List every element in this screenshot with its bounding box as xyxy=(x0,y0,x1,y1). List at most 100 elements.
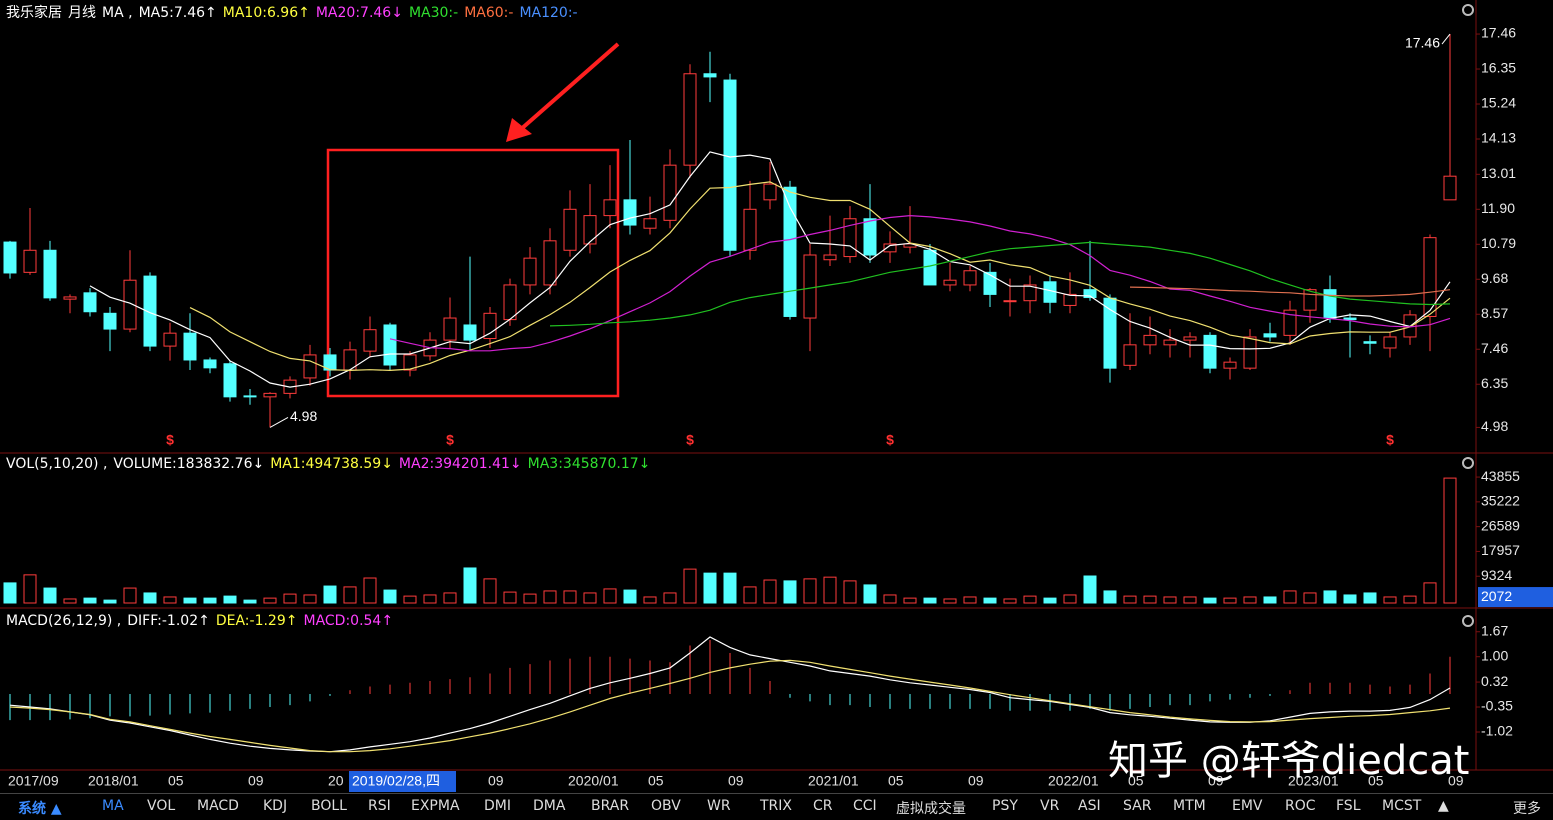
y-tick-label: 10.79 xyxy=(1481,235,1516,251)
candle-body xyxy=(523,257,537,286)
volume-bar xyxy=(983,597,997,604)
candle-body xyxy=(1283,309,1297,336)
toolbar-tab[interactable]: BOLL xyxy=(311,798,347,814)
toolbar-tab[interactable]: ASI xyxy=(1078,798,1101,814)
toolbar-tab[interactable]: VR xyxy=(1040,798,1060,814)
toolbar-tab[interactable]: CR xyxy=(813,798,833,814)
header-item: MA1:494738.59↓ xyxy=(270,456,393,472)
settings-icons[interactable] xyxy=(1462,4,1474,627)
toolbar-tab[interactable]: PSY xyxy=(992,798,1018,814)
y-tick-label: 8.57 xyxy=(1481,305,1508,321)
x-tick-label: 05 xyxy=(648,773,664,789)
toolbar-tab[interactable]: MTM xyxy=(1173,798,1206,814)
candle-body xyxy=(803,254,817,319)
toolbar-tab[interactable]: 系统 ▲ xyxy=(18,801,62,817)
volume-bar xyxy=(1043,597,1057,604)
toolbar-tab[interactable]: EMV xyxy=(1232,798,1263,814)
candle-body xyxy=(663,164,677,221)
toolbar-tab[interactable]: 更多 xyxy=(1513,801,1541,817)
toolbar-tab[interactable]: MACD xyxy=(197,798,239,814)
volume-bar xyxy=(483,578,497,604)
toolbar-tab[interactable]: BRAR xyxy=(591,798,630,814)
x-tick-label: 2020/01 xyxy=(568,773,619,789)
y-tick-label: 35222 xyxy=(1481,493,1520,509)
volume-bar xyxy=(83,597,97,604)
x-tick-label: 20 xyxy=(328,773,344,789)
gear-icon[interactable] xyxy=(1462,457,1474,469)
candle-body xyxy=(163,332,177,347)
toolbar-tab[interactable]: EXPMA xyxy=(411,798,460,814)
toolbar-tab[interactable]: DMA xyxy=(533,798,566,814)
toolbar-tab[interactable]: VOL xyxy=(147,798,176,814)
toolbar-tab[interactable]: WR xyxy=(707,798,731,814)
volume-bar xyxy=(803,578,817,604)
toolbar-tab[interactable]: SAR xyxy=(1123,798,1152,814)
toolbar-tab[interactable]: ROC xyxy=(1285,798,1316,814)
toolbar-tab[interactable]: TRIX xyxy=(760,798,792,814)
volume-bar xyxy=(1123,595,1137,604)
x-tick-label: 09 xyxy=(488,773,504,789)
toolbar-tab[interactable]: OBV xyxy=(651,798,681,814)
candle-body xyxy=(23,249,37,273)
pointer-line xyxy=(269,416,289,428)
toolbar-tab[interactable]: MCST xyxy=(1382,798,1422,814)
toolbar-tab[interactable]: CCI xyxy=(853,798,877,814)
candle-body xyxy=(723,79,737,251)
volume-bar xyxy=(63,598,77,604)
candle-body xyxy=(763,183,777,201)
candle-body xyxy=(1083,289,1097,299)
candle-body xyxy=(403,354,417,371)
toolbar-tab[interactable]: DMI xyxy=(484,798,511,814)
gear-icon[interactable] xyxy=(1462,615,1474,627)
x-tick-label: 2017/09 xyxy=(8,773,59,789)
x-tick-label: 09 xyxy=(248,773,264,789)
candle-body xyxy=(603,199,617,217)
toolbar-tab[interactable]: ▲ xyxy=(1438,798,1449,814)
toolbar-tab[interactable]: FSL xyxy=(1336,798,1361,814)
volume-bar xyxy=(723,572,737,604)
volume-bar xyxy=(1063,594,1077,604)
macd-line xyxy=(9,659,1451,753)
y-tick-label: 1.00 xyxy=(1481,647,1508,663)
y-tick-label: -0.35 xyxy=(1481,698,1513,714)
gear-icon[interactable] xyxy=(1462,4,1474,16)
dividend-marker: $ xyxy=(446,432,454,448)
volume-bar xyxy=(883,594,897,604)
candle-body xyxy=(1323,289,1337,319)
volume-bar xyxy=(763,579,777,604)
volume-bar xyxy=(1163,596,1177,604)
volume-bar xyxy=(583,592,597,604)
toolbar-tab[interactable]: MA xyxy=(102,798,124,814)
dividend-marker: $ xyxy=(1386,432,1394,448)
ma-line xyxy=(189,181,1451,372)
candle-body xyxy=(1123,344,1137,366)
header-item: 月线 xyxy=(68,5,96,21)
marks: 17.46 16.35 15.24 14.13 13.01 11.90 10.79 9.68 8… xyxy=(3,25,1553,792)
candle-body xyxy=(463,324,477,341)
header-item: MACD(26,12,9) , xyxy=(6,613,122,629)
toolbar-tab[interactable]: 虚拟成交量 xyxy=(896,801,966,817)
volume-bar xyxy=(683,568,697,604)
candle-body xyxy=(943,279,957,286)
chart-area: 17.46 16.35 15.24 14.13 13.01 11.90 10.79 9.68 8… xyxy=(0,0,1553,792)
candle-body xyxy=(983,271,997,295)
volume-bar xyxy=(443,592,457,604)
volume-bar xyxy=(1083,575,1097,604)
toolbar-tab[interactable]: RSI xyxy=(368,798,391,814)
y-tick-label: 1.67 xyxy=(1481,622,1508,638)
x-tick-label: 05 xyxy=(168,773,184,789)
candle-body xyxy=(863,218,877,256)
toolbar-tab[interactable]: KDJ xyxy=(263,798,288,814)
volume-bar xyxy=(1243,596,1257,604)
volume-bar xyxy=(1143,595,1157,604)
volume-bar xyxy=(183,597,197,604)
volume-bar xyxy=(603,588,617,604)
header-item: MA2:394201.41↓ xyxy=(398,456,522,472)
volume-bar xyxy=(1283,590,1297,604)
volume-bar xyxy=(43,587,57,604)
candle-body xyxy=(563,208,577,251)
candle-body xyxy=(63,296,77,300)
y-tick-label: 17957 xyxy=(1481,542,1520,558)
candle-body xyxy=(543,240,557,286)
candle-body xyxy=(83,292,97,313)
